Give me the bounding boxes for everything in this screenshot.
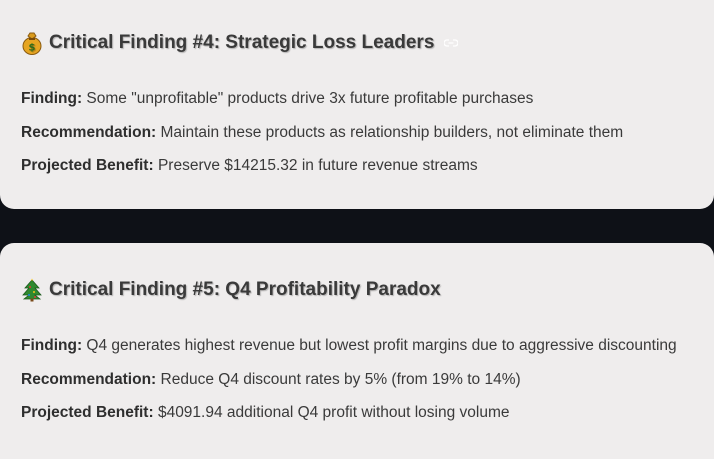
recommendation-text: Reduce Q4 discount rates by 5% (from 19%… [156, 371, 521, 388]
benefit-text: $4091.94 additional Q4 profit without lo… [153, 404, 510, 421]
benefit-text: Preserve $14215.32 in future revenue str… [153, 157, 478, 174]
finding-title-text: Critical Finding #5: Q4 Profitability Pa… [49, 279, 441, 300]
finding-text: Q4 generates highest revenue but lowest … [82, 337, 677, 354]
finding-text: Some "unprofitable" products drive 3x fu… [82, 90, 534, 107]
anchor-link-icon[interactable] [444, 38, 459, 48]
finding-title-text: Critical Finding #4: Strategic Loss Lead… [49, 32, 435, 53]
finding-title: $ Critical Finding #4: Strategic Loss Le… [21, 31, 459, 55]
recommendation-label: Recommendation: [21, 371, 157, 388]
finding-card-4: $ Critical Finding #4: Strategic Loss Le… [0, 0, 714, 209]
svg-text:$: $ [29, 43, 36, 54]
recommendation-text: Maintain these products as relationship … [156, 124, 624, 141]
benefit-label: Projected Benefit: [21, 157, 154, 174]
finding-title: Critical Finding #5: Q4 Profitability Pa… [21, 278, 441, 302]
benefit-row: Projected Benefit: $4091.94 additional Q… [21, 404, 510, 422]
finding-label: Finding: [21, 337, 83, 354]
benefit-row: Projected Benefit: Preserve $14215.32 in… [21, 157, 478, 175]
benefit-label: Projected Benefit: [21, 404, 154, 421]
finding-label: Finding: [21, 90, 83, 107]
recommendation-row: Recommendation: Maintain these products … [21, 124, 623, 142]
finding-row: Finding: Some "unprofitable" products dr… [21, 90, 533, 108]
money-bag-icon: $ [22, 32, 42, 55]
finding-card-5: Critical Finding #5: Q4 Profitability Pa… [0, 243, 714, 459]
finding-row: Finding: Q4 generates highest revenue bu… [21, 337, 677, 355]
christmas-tree-icon [22, 278, 42, 302]
recommendation-label: Recommendation: [21, 124, 157, 141]
recommendation-row: Recommendation: Reduce Q4 discount rates… [21, 371, 521, 389]
